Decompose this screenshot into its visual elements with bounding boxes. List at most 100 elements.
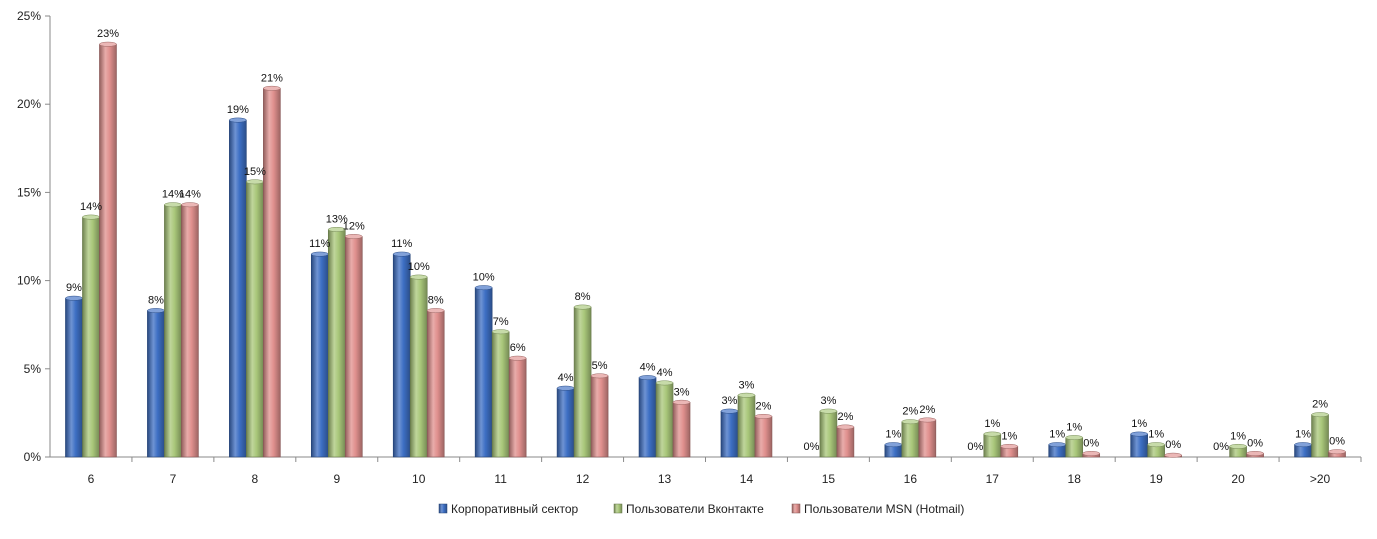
x-tick-label: 11 (494, 472, 507, 486)
data-label: 2% (919, 404, 935, 416)
data-label: 0% (1213, 441, 1229, 453)
data-label: 8% (428, 295, 444, 307)
bar-cap (345, 234, 363, 239)
bar-1-11 (491, 331, 510, 458)
bar-cap (638, 375, 657, 381)
data-label: 23% (97, 28, 119, 40)
data-label: 21% (261, 72, 283, 84)
data-label: 0% (803, 441, 819, 453)
bar-cap (328, 226, 346, 232)
data-label: 14% (179, 189, 201, 201)
data-label: 1% (885, 429, 901, 441)
bar-0-6 (65, 297, 83, 458)
bar-cap (720, 408, 739, 414)
data-label: 1% (1295, 429, 1311, 441)
data-label: 3% (674, 386, 690, 398)
data-label: 10% (408, 261, 430, 273)
y-tick-label: 0% (24, 450, 42, 464)
bar-1-13 (655, 382, 674, 458)
x-tick-label: 8 (252, 472, 259, 486)
x-tick-label: 16 (904, 472, 918, 486)
y-tick-label: 10% (17, 274, 41, 288)
bar-cap (246, 179, 264, 185)
data-label: 6% (510, 342, 526, 354)
bar-1-6 (82, 216, 100, 458)
data-label: 1% (984, 418, 1000, 430)
bar-2-9 (344, 236, 363, 458)
y-tick-label: 15% (17, 185, 41, 199)
bar-2-11 (508, 357, 527, 458)
data-label: 4% (558, 372, 574, 384)
bar-1->20 (1311, 414, 1329, 458)
bar-cap (99, 41, 117, 47)
bar-0-12 (556, 387, 575, 458)
bar-cap (82, 214, 100, 220)
bar-cap (918, 417, 937, 423)
x-tick-label: 19 (1149, 472, 1163, 486)
data-label: 10% (473, 272, 495, 284)
bar-1-17 (983, 433, 1002, 458)
bar-cap (392, 251, 411, 257)
bar-cap (1229, 443, 1247, 449)
data-label: 4% (657, 367, 673, 379)
bar-cap (556, 385, 575, 391)
y-tick-label: 25% (17, 9, 41, 23)
bar-cap (1048, 442, 1066, 448)
x-tick-label: 12 (576, 472, 590, 486)
data-label: 1% (1049, 429, 1065, 441)
x-tick-label: 9 (333, 472, 340, 486)
bar-2-15 (836, 426, 855, 458)
x-tick-label: >20 (1310, 472, 1331, 486)
bar-2-8 (263, 88, 281, 458)
bar-1-14 (737, 394, 756, 458)
data-label: 14% (80, 201, 102, 213)
bar-0-13 (638, 377, 657, 458)
data-label: 0% (967, 441, 983, 453)
legend-swatch (791, 503, 801, 514)
bar-cap (672, 399, 691, 405)
legend-label: Пользователи Вконтакте (626, 502, 764, 516)
bar-2-12 (590, 375, 609, 458)
bar-2-14 (754, 416, 773, 458)
bar-2-7 (181, 204, 199, 458)
bar-1-8 (246, 181, 264, 458)
data-label: 1% (1066, 422, 1082, 434)
bar-1-18 (1065, 437, 1084, 458)
data-label: 3% (722, 395, 738, 407)
bar-cap (1164, 452, 1182, 458)
bar-cap (263, 85, 281, 91)
data-label: 0% (1083, 437, 1099, 449)
data-label: 9% (66, 282, 82, 294)
data-label: 0% (1165, 439, 1181, 451)
data-label: 13% (326, 213, 348, 225)
bar-cap (1328, 449, 1346, 455)
legend-swatch (613, 503, 623, 514)
legend: Корпоративный сектор Пользователи Вконтак… (438, 502, 964, 516)
x-tick-label: 14 (740, 472, 754, 486)
data-label: 1% (1148, 429, 1164, 441)
bar-cap (491, 329, 510, 335)
bar-cap (508, 355, 527, 361)
data-label: 11% (391, 238, 412, 250)
data-label: 0% (1247, 437, 1263, 449)
bar-1-12 (573, 306, 592, 458)
bar-cap (901, 419, 920, 425)
data-label: 15% (244, 166, 266, 178)
bar-cap (819, 408, 838, 414)
x-tick-label: 17 (986, 472, 1000, 486)
legend-swatch (438, 503, 448, 514)
x-tick-label: 15 (822, 472, 836, 486)
data-label: 7% (493, 316, 509, 328)
data-label: 5% (592, 360, 608, 372)
data-label: 11% (309, 238, 330, 250)
data-label: 0% (1329, 436, 1345, 448)
bar-2-6 (99, 43, 117, 458)
y-tick-label: 20% (17, 97, 41, 111)
bar-1-9 (327, 229, 346, 458)
bar-cap (164, 202, 182, 208)
bar-cap (426, 308, 445, 314)
bar-cap (65, 295, 83, 301)
bar-cap (1147, 442, 1165, 448)
